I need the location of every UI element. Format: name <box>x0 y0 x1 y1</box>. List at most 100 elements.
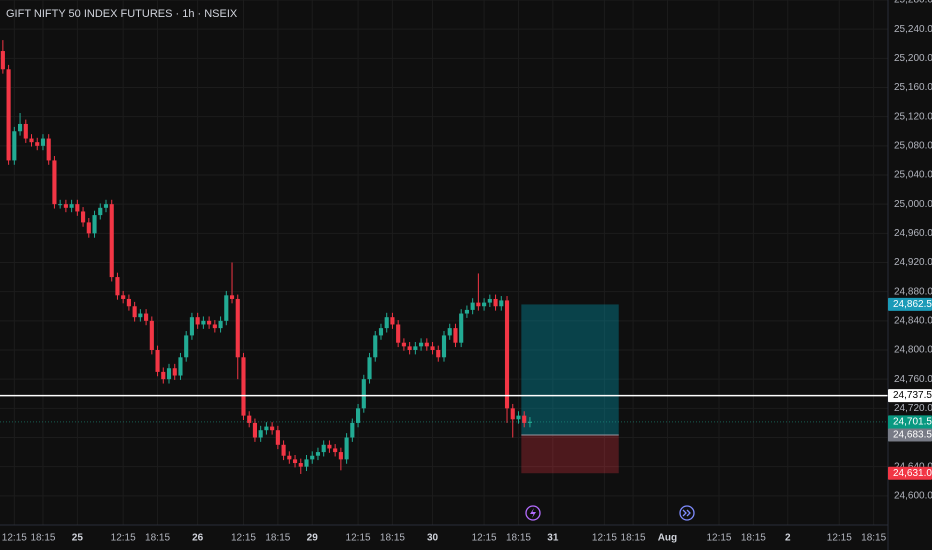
candle-body <box>315 452 321 456</box>
candle-body <box>81 211 86 223</box>
grid <box>0 0 888 525</box>
y-tick-label: 24,720.0 <box>894 403 932 414</box>
candle-body <box>441 335 447 358</box>
y-tick-label: 24,960.0 <box>894 228 932 239</box>
candle-body <box>516 415 521 420</box>
candle-body <box>23 123 28 139</box>
candle-body <box>378 328 384 336</box>
x-tick-label: 12:15 <box>111 533 136 544</box>
y-tick-label: 25,000.0 <box>894 199 932 210</box>
y-tick-label: 25,160.0 <box>894 82 932 93</box>
candle-body <box>304 459 309 467</box>
y-tick-label: 24,760.0 <box>894 374 932 385</box>
candle-body <box>195 317 200 325</box>
event-icon[interactable] <box>525 505 541 521</box>
candle-body <box>29 138 34 143</box>
candle-body <box>487 298 492 303</box>
candle-body <box>35 142 40 146</box>
x-tick-label: 31 <box>547 533 559 544</box>
candle-body <box>356 408 361 423</box>
lightning <box>530 508 536 518</box>
candle-body <box>132 306 137 318</box>
x-tick-label: 18:15 <box>145 533 170 544</box>
y-tick-label: 24,840.0 <box>894 315 932 326</box>
candle-body <box>390 317 395 325</box>
candle-body <box>384 317 389 329</box>
x-tick-label: 12:15 <box>346 533 371 544</box>
candle-body <box>258 430 263 438</box>
x-tick-label: 18:15 <box>380 533 405 544</box>
plot <box>0 40 888 474</box>
x-tick-label: 18:15 <box>741 533 766 544</box>
event-circle <box>525 505 541 521</box>
candle-body <box>218 320 223 329</box>
candle-body <box>464 309 469 314</box>
candle-body <box>424 342 429 347</box>
candle-body <box>447 328 452 336</box>
candle-body <box>109 204 114 278</box>
candle-body <box>40 138 46 146</box>
candle-body <box>166 368 172 380</box>
candle-body <box>367 357 372 380</box>
candle-body <box>86 222 91 234</box>
price-tag <box>888 428 932 442</box>
candle-body <box>430 346 435 350</box>
y-tick-label: 25,080.0 <box>894 140 932 151</box>
candle-body <box>436 350 441 358</box>
candle-body <box>12 131 17 161</box>
x-tick-label: 26 <box>192 533 204 544</box>
x-tick-label: 12:15 <box>592 533 617 544</box>
candle-body <box>155 350 160 372</box>
candle-body <box>46 138 51 161</box>
x-tick-label: 18:15 <box>265 533 290 544</box>
candle-body <box>229 295 235 299</box>
candle-body <box>224 295 229 321</box>
candle-body <box>172 368 177 376</box>
candle-body <box>373 335 378 358</box>
candle-body <box>493 298 498 307</box>
candle-body <box>235 298 240 358</box>
future-icon[interactable] <box>679 505 695 521</box>
candle-body <box>510 408 515 420</box>
y-tick-label: 24,880.0 <box>894 286 932 297</box>
candle-body <box>126 298 131 307</box>
candle-body <box>121 295 126 299</box>
candle-body <box>350 422 355 438</box>
candle-body <box>207 320 212 325</box>
candle-body <box>161 371 166 380</box>
price-tag <box>888 297 932 311</box>
candle-body <box>281 444 286 456</box>
candle-body <box>338 452 343 460</box>
candle-body <box>247 415 252 423</box>
candle-body <box>201 320 206 325</box>
candle-body <box>189 317 194 336</box>
candle-body <box>52 160 57 205</box>
candle-body <box>212 324 217 329</box>
y-tick-label: 25,040.0 <box>894 170 932 181</box>
candle-body <box>58 204 63 206</box>
candle-body <box>252 422 258 438</box>
x-tick-label: 30 <box>427 533 439 544</box>
candle-body <box>470 302 475 310</box>
price-tag-label: 24,631.0 <box>893 468 932 479</box>
candle-body <box>103 204 109 208</box>
y-tick-label: 24,920.0 <box>894 257 932 268</box>
candle-body <box>292 459 298 464</box>
candle-body <box>17 123 23 132</box>
candle-body <box>333 448 338 453</box>
y-tick-label: 24,800.0 <box>894 345 932 356</box>
candle-body <box>419 342 424 347</box>
price-tag-label: 24,737.5 <box>893 390 932 401</box>
y-tick-label: 25,280.0 <box>894 0 932 6</box>
price-tag <box>888 466 932 480</box>
candle-body <box>459 313 464 343</box>
candle-body <box>361 379 366 409</box>
x-tick-label: 12:15 <box>2 533 27 544</box>
price-tag <box>888 389 932 403</box>
candle-body <box>453 328 458 343</box>
candle-body <box>264 426 269 431</box>
y-tick-label: 24,600.0 <box>894 490 932 501</box>
candle-body <box>184 335 189 358</box>
